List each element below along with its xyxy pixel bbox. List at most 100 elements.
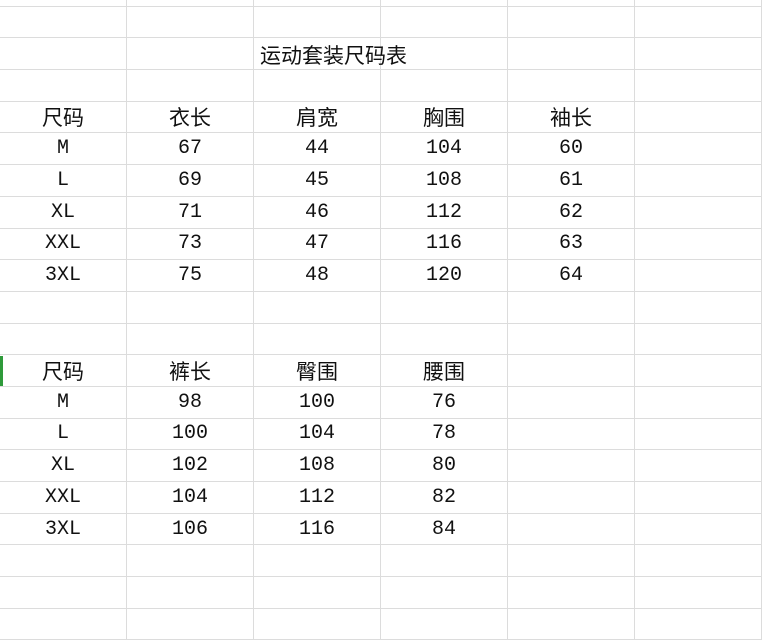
header-cell[interactable]: 衣长 — [126, 100, 254, 134]
data-cell[interactable]: 75 — [126, 259, 254, 292]
cell[interactable] — [380, 69, 508, 102]
cell[interactable] — [380, 5, 508, 39]
cell[interactable] — [507, 290, 635, 324]
data-cell[interactable]: 108 — [380, 164, 508, 197]
cell[interactable] — [634, 322, 762, 356]
cell[interactable] — [507, 607, 635, 640]
data-cell[interactable]: 116 — [380, 227, 508, 261]
cell[interactable] — [380, 576, 508, 609]
cell[interactable] — [634, 481, 762, 514]
cell[interactable] — [253, 607, 381, 640]
cell[interactable] — [380, 290, 508, 324]
header-cell[interactable]: 胸围 — [380, 100, 508, 134]
data-cell[interactable]: 44 — [253, 132, 381, 166]
cell[interactable] — [126, 544, 254, 578]
data-cell[interactable]: 64 — [507, 259, 635, 292]
header-cell[interactable]: 腰围 — [380, 354, 508, 387]
data-cell[interactable]: 106 — [126, 512, 254, 546]
data-cell[interactable]: 48 — [253, 259, 381, 292]
data-cell[interactable]: L — [0, 417, 127, 451]
cell[interactable] — [0, 576, 127, 609]
cell[interactable] — [253, 69, 381, 102]
data-cell[interactable]: 46 — [253, 195, 381, 229]
data-cell[interactable]: 76 — [380, 385, 508, 419]
cell[interactable] — [126, 37, 254, 71]
cell[interactable] — [634, 5, 762, 39]
cell[interactable] — [507, 449, 635, 482]
data-cell[interactable]: XL — [0, 195, 127, 229]
data-cell[interactable]: 61 — [507, 164, 635, 197]
cell[interactable] — [126, 607, 254, 640]
cell[interactable] — [634, 512, 762, 546]
cell[interactable] — [634, 449, 762, 482]
cell[interactable] — [507, 37, 635, 71]
cell[interactable] — [634, 576, 762, 609]
data-cell[interactable]: M — [0, 385, 127, 419]
cell[interactable] — [0, 607, 127, 640]
data-cell[interactable]: 100 — [126, 417, 254, 451]
cell[interactable] — [380, 322, 508, 356]
cell[interactable] — [507, 354, 635, 387]
cell[interactable] — [507, 5, 635, 39]
cell[interactable] — [634, 37, 762, 71]
data-cell[interactable]: XL — [0, 449, 127, 482]
cell[interactable] — [634, 354, 762, 387]
cell[interactable] — [634, 607, 762, 640]
cell[interactable] — [126, 5, 254, 39]
cell[interactable] — [253, 544, 381, 578]
header-cell[interactable]: 裤长 — [126, 354, 254, 387]
cell[interactable] — [507, 69, 635, 102]
data-cell[interactable]: 112 — [253, 481, 381, 514]
data-cell[interactable]: 100 — [253, 385, 381, 419]
sheet-title[interactable]: 运动套装尺码表 — [260, 44, 407, 68]
cell[interactable] — [507, 417, 635, 451]
data-cell[interactable]: 104 — [253, 417, 381, 451]
cell[interactable] — [507, 385, 635, 419]
header-cell[interactable]: 袖长 — [507, 100, 635, 134]
data-cell[interactable]: L — [0, 164, 127, 197]
data-cell[interactable]: 78 — [380, 417, 508, 451]
cell[interactable] — [0, 37, 127, 71]
cell[interactable] — [507, 576, 635, 609]
cell[interactable] — [634, 385, 762, 419]
cell[interactable] — [634, 100, 762, 134]
data-cell[interactable]: 71 — [126, 195, 254, 229]
header-cell[interactable]: 臀围 — [253, 354, 381, 387]
cell[interactable] — [507, 512, 635, 546]
data-cell[interactable]: 116 — [253, 512, 381, 546]
cell[interactable] — [126, 322, 254, 356]
cell[interactable] — [0, 544, 127, 578]
data-cell[interactable]: 45 — [253, 164, 381, 197]
data-cell[interactable]: 82 — [380, 481, 508, 514]
data-cell[interactable]: 112 — [380, 195, 508, 229]
data-cell[interactable]: 80 — [380, 449, 508, 482]
data-cell[interactable]: 120 — [380, 259, 508, 292]
data-cell[interactable]: 62 — [507, 195, 635, 229]
data-cell[interactable]: 98 — [126, 385, 254, 419]
cell[interactable] — [126, 69, 254, 102]
cell[interactable] — [507, 322, 635, 356]
cell[interactable] — [634, 417, 762, 451]
cell[interactable] — [253, 290, 381, 324]
data-cell[interactable]: 104 — [126, 481, 254, 514]
cell[interactable] — [0, 5, 127, 39]
data-cell[interactable]: 108 — [253, 449, 381, 482]
cell[interactable] — [380, 607, 508, 640]
data-cell[interactable]: 47 — [253, 227, 381, 261]
cell[interactable] — [634, 195, 762, 229]
cell[interactable] — [253, 322, 381, 356]
cell[interactable] — [634, 290, 762, 324]
data-cell[interactable]: 67 — [126, 132, 254, 166]
data-cell[interactable]: 73 — [126, 227, 254, 261]
header-cell[interactable]: 尺码 — [0, 100, 127, 134]
data-cell[interactable]: 3XL — [0, 259, 127, 292]
data-cell[interactable]: 63 — [507, 227, 635, 261]
header-cell[interactable]: 肩宽 — [253, 100, 381, 134]
cell[interactable] — [126, 576, 254, 609]
cell[interactable] — [634, 132, 762, 166]
cell[interactable] — [0, 290, 127, 324]
cell[interactable] — [634, 69, 762, 102]
cell[interactable] — [634, 259, 762, 292]
cell[interactable] — [0, 322, 127, 356]
cell[interactable] — [0, 69, 127, 102]
